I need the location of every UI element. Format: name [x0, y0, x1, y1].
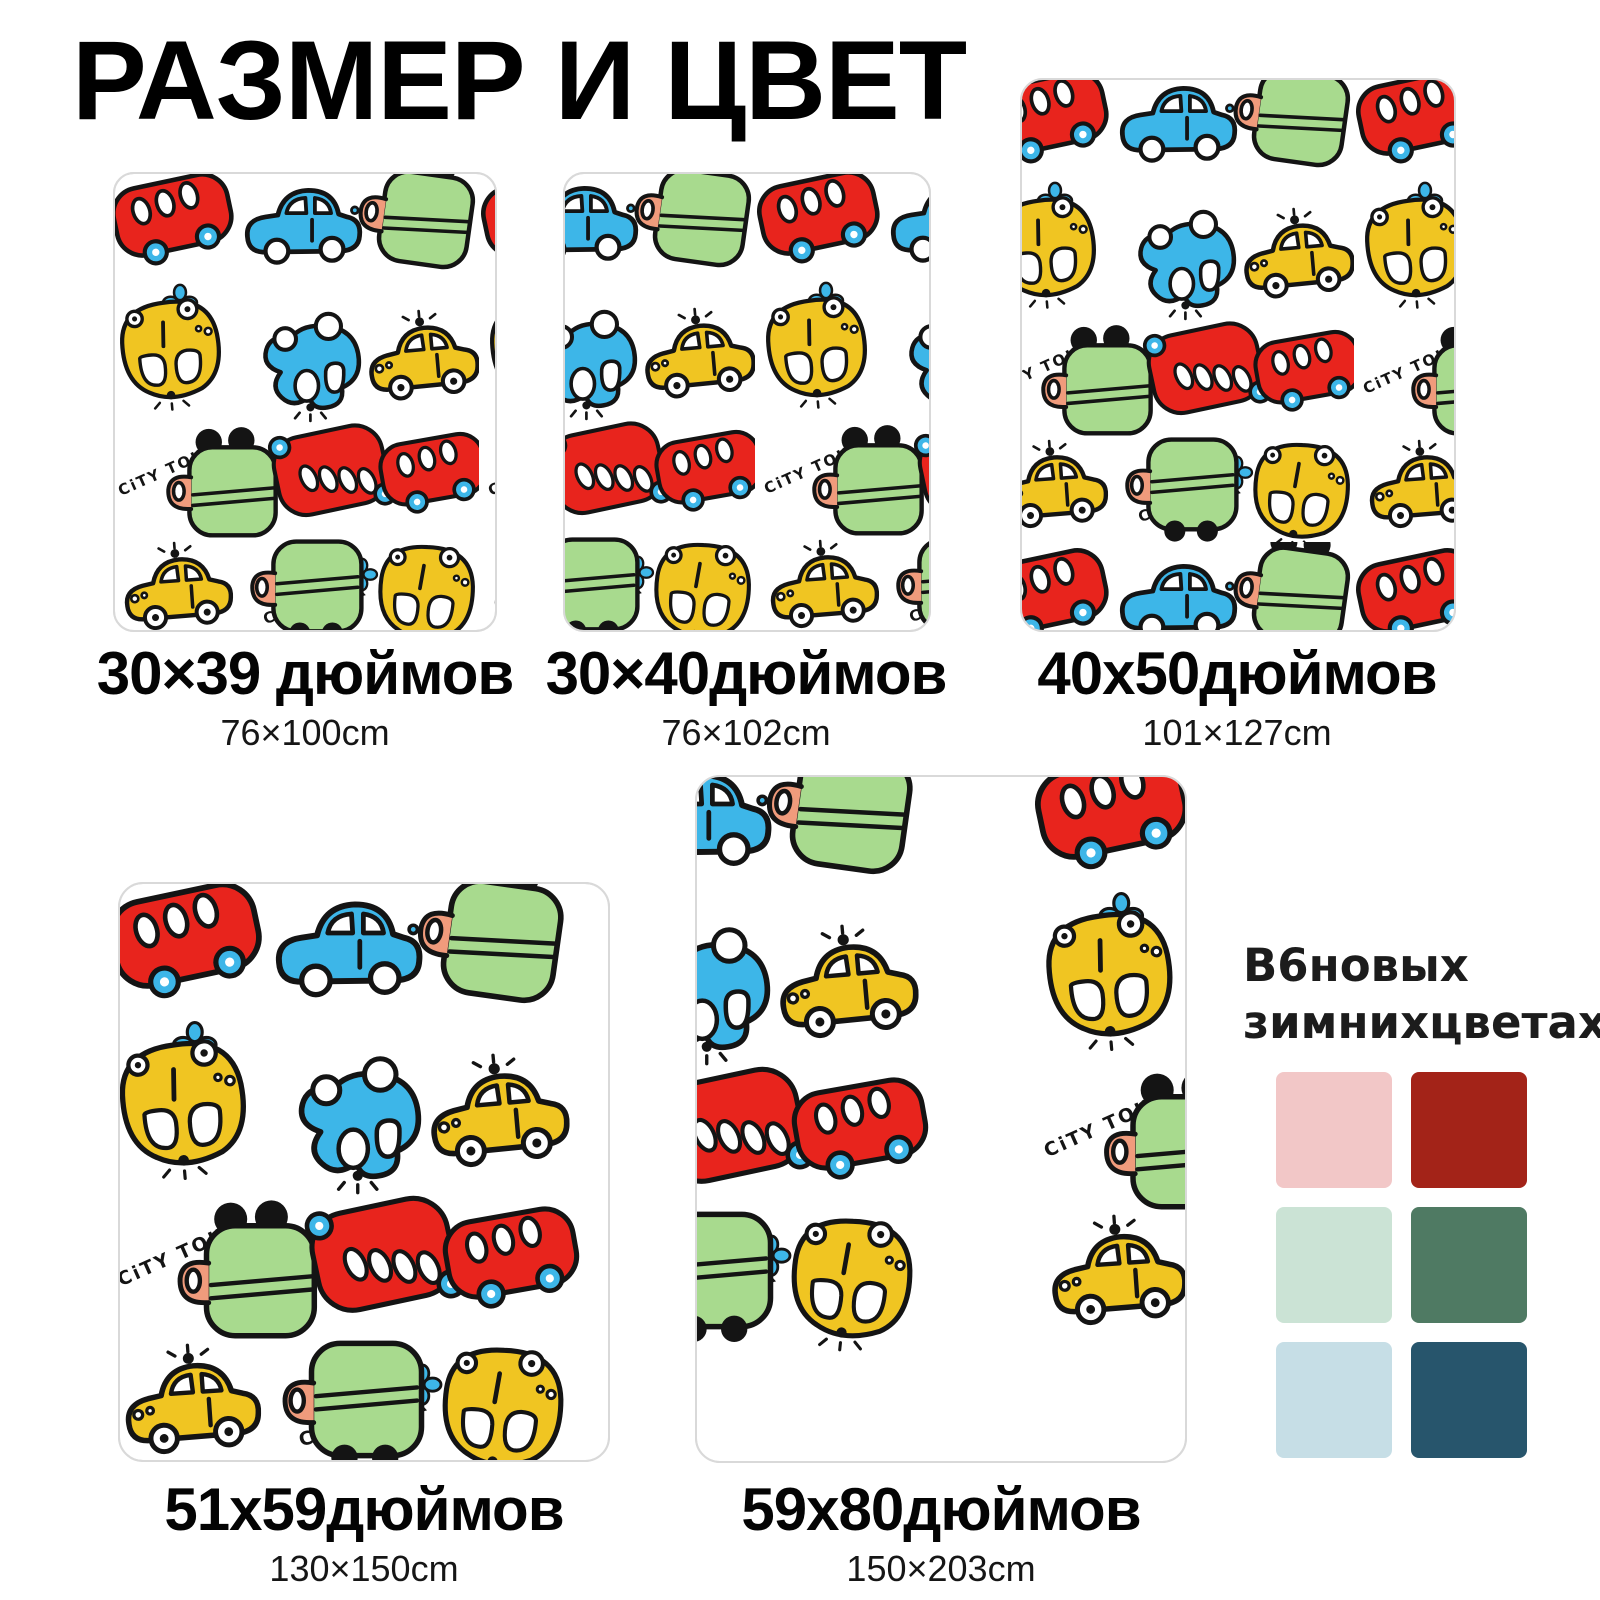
color-swatch-ice-blue: [1276, 1342, 1392, 1458]
blanket-pattern-image: [118, 882, 610, 1462]
color-swatch-navy: [1411, 1342, 1527, 1458]
blanket-preview-30x39: [113, 172, 497, 632]
palette-heading-line2: зимнихцветах!: [1243, 995, 1600, 1049]
blanket-preview-59x80: [695, 775, 1187, 1463]
blanket-pattern-image: [563, 172, 931, 632]
size-inches-label: 30×39 дюймов: [96, 640, 515, 707]
size-caption-30x40: 30×40дюймов 76×102cm: [516, 644, 976, 754]
size-cm-label: 101×127cm: [1142, 712, 1332, 753]
size-caption-30x39: 30×39 дюймов 76×100cm: [75, 644, 535, 754]
color-swatch-grid: [1276, 1072, 1527, 1458]
size-cm-label: 76×100cm: [220, 712, 390, 753]
palette-heading-line1: В6новых: [1243, 939, 1469, 992]
size-inches-label: 40x50дюймов: [1037, 640, 1437, 707]
blanket-preview-51x59: [118, 882, 610, 1462]
size-caption-51x59: 51x59дюймов 130×150cm: [134, 1480, 594, 1590]
size-caption-59x80: 59x80дюймов 150×203cm: [711, 1480, 1171, 1590]
size-cm-label: 150×203cm: [846, 1548, 1036, 1589]
size-cm-label: 130×150cm: [269, 1548, 459, 1589]
blanket-pattern-image: [695, 775, 1187, 1463]
size-inches-label: 51x59дюймов: [164, 1476, 564, 1543]
blanket-preview-40x50: [1020, 78, 1456, 632]
size-inches-label: 30×40дюймов: [545, 640, 948, 707]
color-swatch-blush-pink: [1276, 1072, 1392, 1188]
palette-heading: В6новых зимнихцветах!: [1243, 938, 1600, 1051]
size-inches-label: 59x80дюймов: [741, 1476, 1141, 1543]
page-title: РАЗМЕР И ЦВЕТ: [72, 18, 967, 143]
color-swatch-brick-red: [1411, 1072, 1527, 1188]
color-swatch-mint: [1276, 1207, 1392, 1323]
size-cm-label: 76×102cm: [661, 712, 831, 753]
blanket-pattern-image: [113, 172, 497, 632]
color-swatch-forest-green: [1411, 1207, 1527, 1323]
size-caption-40x50: 40x50дюймов 101×127cm: [1007, 644, 1467, 754]
blanket-pattern-image: [1020, 78, 1456, 632]
blanket-preview-30x40: [563, 172, 931, 632]
